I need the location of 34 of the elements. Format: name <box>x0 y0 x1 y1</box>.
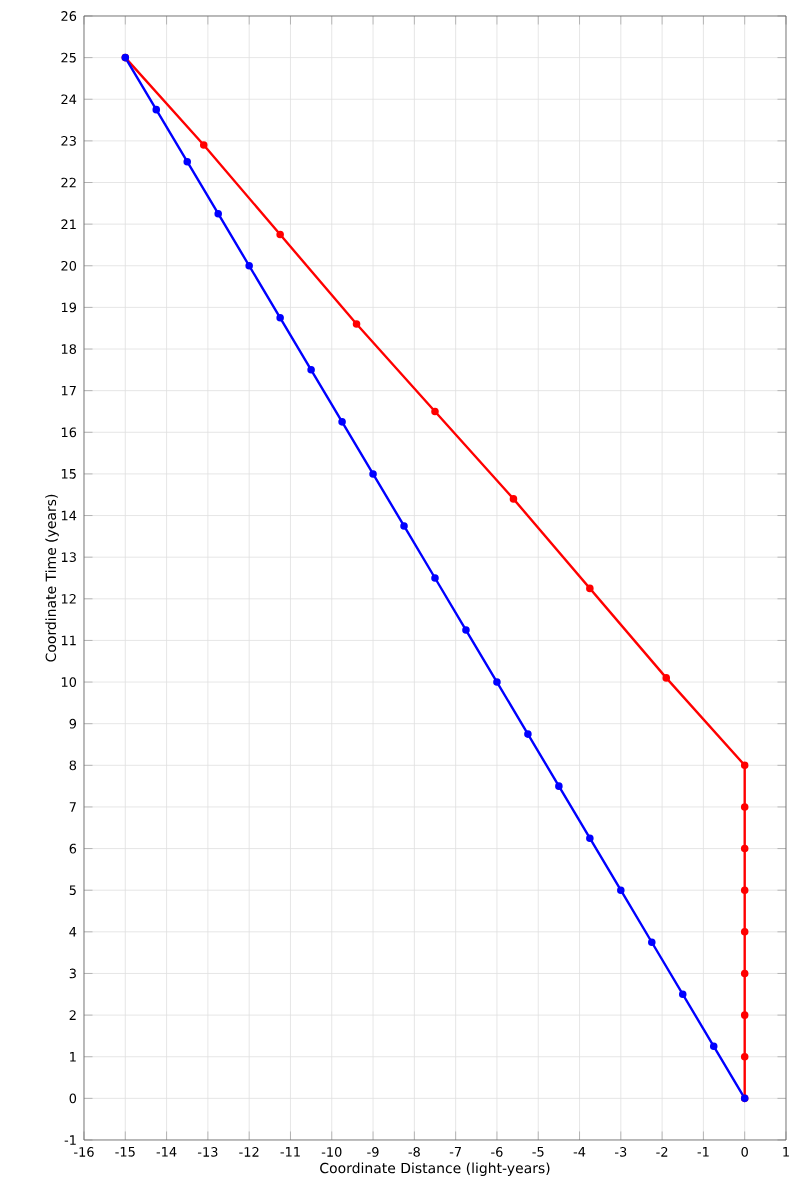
point <box>647 938 656 947</box>
point <box>275 230 284 239</box>
point <box>740 886 749 894</box>
point <box>678 990 687 999</box>
point <box>740 928 749 936</box>
point <box>509 495 517 503</box>
point <box>616 886 625 894</box>
point <box>430 574 439 582</box>
point <box>352 320 360 328</box>
point <box>523 730 532 738</box>
point <box>368 470 377 478</box>
point <box>214 209 222 218</box>
point <box>399 522 408 530</box>
point <box>709 1042 718 1051</box>
point <box>740 969 749 978</box>
point <box>585 834 594 842</box>
point <box>492 678 501 686</box>
point <box>430 407 439 416</box>
point <box>199 141 208 149</box>
point <box>275 314 284 322</box>
point <box>183 157 191 166</box>
point <box>554 782 563 790</box>
point <box>306 366 315 374</box>
point <box>740 844 749 853</box>
point <box>740 761 749 770</box>
point <box>461 626 470 634</box>
point <box>740 1011 749 1019</box>
point <box>740 803 749 811</box>
point <box>152 105 160 114</box>
point <box>245 261 253 270</box>
point <box>740 1052 749 1061</box>
point <box>662 674 670 682</box>
point <box>585 584 594 593</box>
point <box>337 418 346 426</box>
